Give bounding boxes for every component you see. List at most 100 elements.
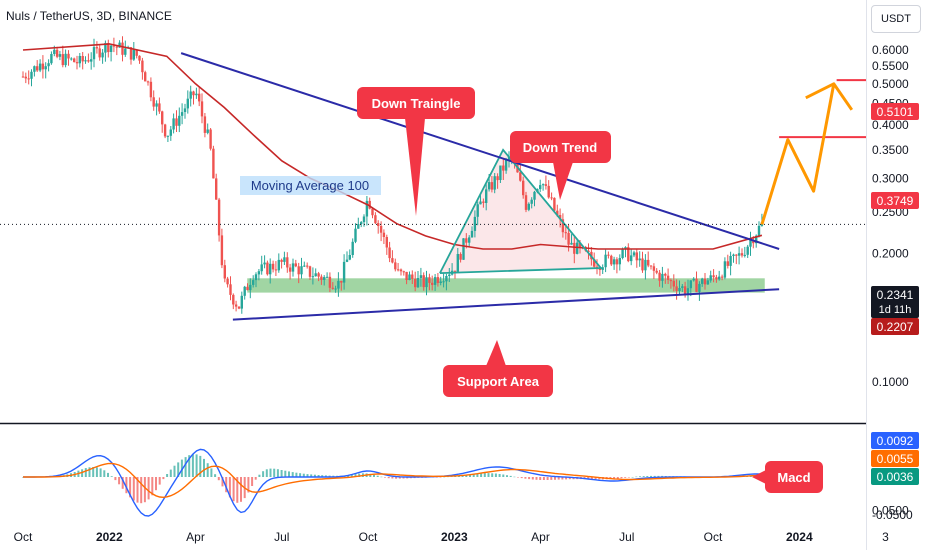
macd-value: 0.0092 [877,434,914,448]
histogram-bar [616,477,619,479]
candle [396,269,400,271]
candle [678,288,681,291]
candle [323,277,326,280]
ma-label[interactable]: Moving Average 100 [240,176,381,195]
candle [473,216,477,231]
candle [627,247,630,262]
candle [269,263,272,275]
candle [274,269,278,271]
candle [243,286,246,296]
candle [220,235,224,266]
candle [661,273,664,281]
support-area-band [247,278,765,293]
candle [638,258,641,261]
histogram-bar [177,462,180,477]
candle [544,184,548,186]
candle [416,278,420,288]
candle [294,263,297,267]
candle [95,47,99,49]
candle [104,43,107,53]
histogram-bar [81,469,84,477]
histogram-bar [114,477,117,481]
ma-value-tag: 0.2207 [871,318,919,335]
histogram-bar [520,477,523,479]
candle [44,66,47,70]
histogram-bar [435,477,438,478]
candle [522,180,525,196]
histogram-bar [158,477,161,485]
candle [533,191,536,200]
candle [288,267,292,272]
histogram-bar [221,477,224,487]
histogram-bar [517,477,519,478]
support-area-callout[interactable]: Support Area [443,340,553,397]
candle [362,216,366,223]
price-tick: 0.5000 [872,77,909,91]
candle [607,254,610,256]
histogram-bar [476,473,479,477]
candle [433,277,437,285]
histogram-bar [288,471,290,477]
candle [712,275,715,278]
histogram-bar [439,477,442,478]
candle [436,277,440,283]
price-pane[interactable]: Moving Average 100 Down Traingle Down Tr… [0,0,866,422]
candle [587,250,590,252]
candle [360,222,363,225]
macd-pane[interactable]: Macd [22,448,823,517]
histogram-bar [147,477,150,500]
histogram-bar [166,474,169,477]
candle [683,286,687,294]
candle [183,108,187,112]
candle [317,273,320,277]
candle [178,115,181,126]
candle [334,288,337,290]
candle [669,280,673,282]
histogram-bar [483,473,486,477]
time-axis[interactable]: Oct 2022 Apr Jul Oct 2023 Apr Jul Oct 2024 3 [14,530,889,544]
candle [98,48,101,58]
candle [377,223,380,226]
macd-signal-line [23,462,762,499]
candle [414,278,417,288]
candle [64,53,67,66]
currency-button[interactable]: USDT [871,5,921,33]
candle [50,54,53,64]
histogram-bar [491,473,494,477]
candle [200,101,204,117]
candle [647,259,650,266]
candle [24,76,27,79]
histogram-bar [162,477,165,480]
macd-axis[interactable]: 0.0092 0.0055 0.0036 -0.0500 [871,432,919,522]
histogram-bar [387,477,390,479]
histogram-bar [554,477,556,480]
histogram-bar [398,477,401,479]
down-triangle-callout[interactable]: Down Traingle [357,87,475,216]
candle [195,93,198,96]
candle [558,215,562,220]
candle [144,72,147,82]
candle [340,280,343,283]
candle [482,201,485,203]
candle [73,58,76,63]
time-tick: Apr [531,530,550,544]
histogram-bar [395,477,398,479]
down-trend-callout[interactable]: Down Trend [510,131,611,200]
price-tags: 0.5101 0.3749 0.2341 1d 11h 0.2207 [871,103,919,335]
price-tick: 0.6000 [872,43,909,57]
histogram-bar [321,475,324,477]
candle [615,259,619,265]
macd-callout[interactable]: Macd [752,461,823,493]
candle [388,247,391,259]
histogram-bar [465,474,468,477]
candle [485,189,488,203]
candle [749,239,752,247]
histogram-bar [169,469,172,477]
candle [33,66,36,72]
histogram-bar [561,477,564,480]
candle [456,254,459,272]
histogram-bar [254,477,257,480]
triangle-fill [439,149,601,274]
candle [260,264,263,272]
